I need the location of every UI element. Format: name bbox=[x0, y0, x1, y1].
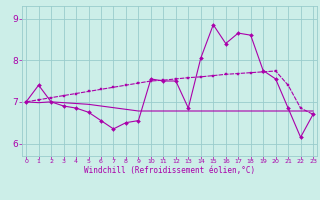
X-axis label: Windchill (Refroidissement éolien,°C): Windchill (Refroidissement éolien,°C) bbox=[84, 166, 255, 175]
